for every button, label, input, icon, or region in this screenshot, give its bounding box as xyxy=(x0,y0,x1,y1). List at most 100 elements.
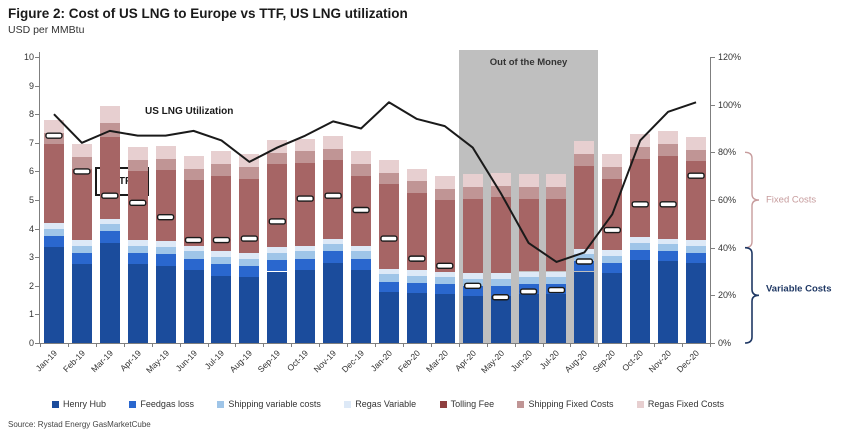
bar-segment-nov-20 xyxy=(658,261,679,343)
bar-segment-jan-19 xyxy=(43,247,64,343)
bar-segment-feb-20 xyxy=(406,192,427,271)
bar-segment-feb-20 xyxy=(406,292,427,343)
bar-segment-nov-19 xyxy=(323,148,344,160)
bar-segment-jan-20 xyxy=(378,268,399,275)
bar-segment-mar-20 xyxy=(434,277,455,285)
bar-segment-oct-20 xyxy=(630,147,651,159)
bar-segment-dec-20 xyxy=(686,137,707,150)
bar-segment-jul-19 xyxy=(211,251,232,258)
bar-segment-may-19 xyxy=(155,158,176,170)
bar-segment-apr-20 xyxy=(462,174,483,188)
bar-segment-mar-19 xyxy=(99,231,120,243)
bar-segment-may-19 xyxy=(155,265,176,343)
bar-segment-nov-20 xyxy=(658,155,679,239)
legend-swatch-icon xyxy=(217,400,225,408)
bar-segment-jan-20 xyxy=(378,172,399,185)
bar-segment-jun-19 xyxy=(183,168,204,180)
left-axis-tick-label: 10 xyxy=(23,52,34,62)
legend-item-label: Shipping variable costs xyxy=(228,399,321,409)
bar-segment-jun-20 xyxy=(518,284,539,295)
bar-segment-aug-20 xyxy=(574,165,595,249)
x-axis-tick xyxy=(402,344,404,347)
bar-segment-sep-20 xyxy=(602,255,623,263)
bar-segment-nov-19 xyxy=(323,238,344,245)
chart-title: Figure 2: Cost of US LNG to Europe vs TT… xyxy=(8,6,408,21)
legend-swatch-icon xyxy=(636,400,644,408)
x-axis-tick xyxy=(347,344,349,347)
bar-segment-may-19 xyxy=(155,241,176,248)
bar-segment-nov-19 xyxy=(323,251,344,263)
legend-item-label: Feedgas loss xyxy=(140,399,194,409)
bar-segment-may-20 xyxy=(490,295,511,343)
bar-segment-oct-19 xyxy=(295,251,316,259)
bar-segment-jan-19 xyxy=(43,235,64,248)
chart-legend: Henry Hub Feedgas loss Shipping variable c… xyxy=(52,399,724,409)
bar-segment-aug-20 xyxy=(574,271,595,343)
x-axis-tick xyxy=(291,344,293,347)
bar-segment-jan-19 xyxy=(43,132,64,145)
bar-segment-oct-19 xyxy=(295,151,316,163)
bar-segment-feb-20 xyxy=(406,181,427,193)
left-axis-tick-label: 1 xyxy=(28,309,34,320)
bar-segment-oct-19 xyxy=(295,258,316,271)
x-axis-tick xyxy=(458,344,460,347)
bar-segment-dec-19 xyxy=(351,251,372,259)
x-axis-tick xyxy=(207,344,209,347)
bar-segment-dec-20 xyxy=(686,149,707,162)
bar-segment-sep-20 xyxy=(602,154,623,168)
bar-segment-jun-19 xyxy=(183,251,204,259)
variable-costs-bracket-label: Variable Costs xyxy=(766,283,832,295)
bar-segment-jul-19 xyxy=(211,264,232,276)
bar-segment-apr-19 xyxy=(127,240,148,246)
bar-segment-apr-20 xyxy=(462,187,483,199)
legend-item-regas-variable: Regas Variable xyxy=(344,399,416,409)
bar-segment-jan-19 xyxy=(43,144,64,223)
bar-segment-jun-20 xyxy=(518,187,539,199)
legend-item-tolling-fee: Tolling Fee xyxy=(439,399,494,409)
bar-segment-dec-20 xyxy=(686,161,707,241)
bar-segment-mar-19 xyxy=(99,242,120,343)
left-axis-tick xyxy=(35,114,39,116)
bar-segment-jan-20 xyxy=(378,159,399,173)
bar-segment-jun-20 xyxy=(518,277,539,285)
left-axis-tick xyxy=(35,343,39,344)
bar-segment-nov-19 xyxy=(323,262,344,343)
bar-segment-nov-20 xyxy=(658,238,679,245)
bar-segment-jun-19 xyxy=(183,155,204,169)
left-axis-tick xyxy=(35,228,39,230)
utilization-line xyxy=(53,101,697,263)
x-axis-tick xyxy=(514,344,516,347)
bar-segment-apr-19 xyxy=(127,147,148,160)
bar-segment-sep-19 xyxy=(267,252,288,261)
bar-segment-mar-19 xyxy=(99,137,120,219)
right-axis-tick-label: 40% xyxy=(718,242,737,253)
right-axis-tick-label: 120% xyxy=(718,52,742,62)
x-axis-tick xyxy=(570,344,572,347)
right-axis-tick xyxy=(711,295,715,297)
bar-segment-jun-19 xyxy=(183,258,204,271)
bar-segment-mar-20 xyxy=(434,271,455,278)
bar-segment-may-20 xyxy=(490,278,511,286)
bar-segment-jul-19 xyxy=(211,275,232,343)
bar-segment-sep-20 xyxy=(602,178,623,251)
bar-segment-sep-20 xyxy=(602,272,623,343)
bar-segment-jul-20 xyxy=(546,174,567,188)
bar-segment-aug-19 xyxy=(239,258,260,266)
left-axis-tick-label: 9 xyxy=(28,80,34,91)
bar-segment-jun-20 xyxy=(518,271,539,278)
legend-item-label: Regas Variable xyxy=(355,399,417,409)
bar-segment-aug-19 xyxy=(239,178,260,253)
x-axis-tick xyxy=(654,344,656,347)
bar-segment-jul-19 xyxy=(211,257,232,265)
bar-segment-sep-19 xyxy=(267,271,288,343)
bar-segment-apr-20 xyxy=(462,295,483,343)
bar-segment-sep-19 xyxy=(267,247,288,253)
left-axis-tick xyxy=(35,257,39,259)
bar-segment-oct-19 xyxy=(295,245,316,252)
legend-swatch-icon xyxy=(344,400,352,408)
bar-segment-mar-20 xyxy=(434,294,455,343)
bar-segment-mar-19 xyxy=(99,105,120,123)
x-axis-tick xyxy=(319,344,321,347)
bar-segment-dec-20 xyxy=(686,245,707,253)
